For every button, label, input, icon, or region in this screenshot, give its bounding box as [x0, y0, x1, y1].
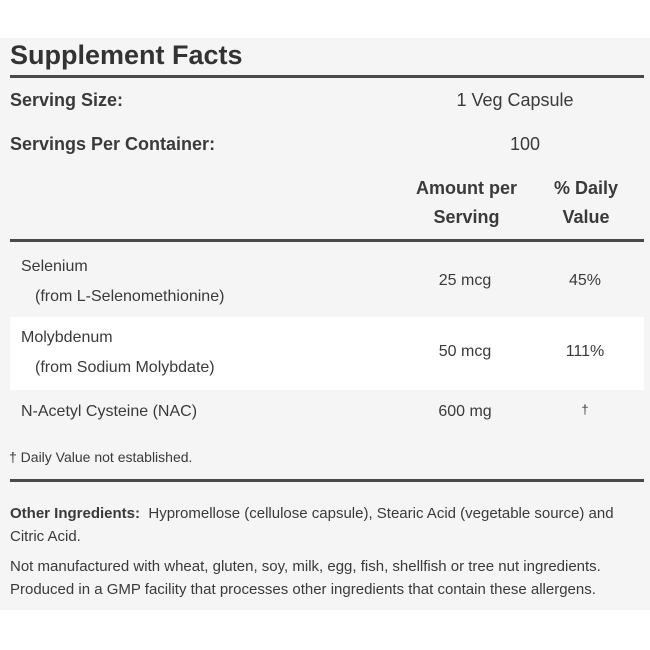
dv-header-line1: % Daily [553, 178, 619, 198]
nutrient-daily-value: 111% [565, 343, 605, 360]
amount-per-serving-header: Amount per Serving [400, 174, 533, 232]
nutrient-source: (from L-Selenomethionine) [35, 288, 225, 305]
table-row: N-Acetyl Cysteine (NAC) 600 mg † [10, 390, 644, 436]
table-row: Molybdenum (from Sodium Molybdate) 50 mc… [10, 317, 644, 390]
nutrient-source: (from Sodium Molybdate) [35, 359, 215, 376]
footer-divider [10, 479, 644, 482]
amount-header-line2: Serving [433, 207, 500, 227]
nutrient-daily-value: 45% [568, 272, 602, 289]
title-divider [10, 75, 644, 78]
amount-header-line1: Amount per [416, 178, 517, 198]
other-ingredients-label: Other Ingredients: [10, 505, 141, 522]
nutrient-name: N-Acetyl Cysteine (NAC) [21, 403, 198, 420]
nutrient-amount: 600 mg [438, 403, 492, 420]
header-divider [10, 239, 644, 242]
table-row: Selenium (from L-Selenomethionine) 25 mc… [10, 242, 644, 317]
nutrient-daily-value: † [581, 402, 589, 417]
daily-value-header: % Daily Value [538, 174, 634, 232]
nutrient-amount: 25 mcg [438, 272, 492, 289]
nutrient-amount: 50 mcg [438, 343, 492, 360]
daily-value-footnote: † Daily Value not established. [9, 449, 193, 465]
allergen-notice: Not manufactured with wheat, gluten, soy… [10, 558, 601, 598]
dv-header-line2: Value [562, 207, 610, 227]
supplement-facts-panel: Supplement Facts Serving Size: 1 Veg Cap… [0, 38, 650, 610]
serving-size-label: Serving Size: [10, 90, 124, 110]
nutrient-name: Molybdenum [21, 329, 113, 346]
other-ingredients-text: Hypromellose (cellulose capsule), Steari… [10, 505, 614, 545]
other-ingredients: Other Ingredients: Hypromellose (cellulo… [10, 502, 644, 548]
nutrient-name: Selenium [21, 258, 88, 275]
servings-per-container-value: 100 [509, 134, 541, 154]
servings-per-container-label: Servings Per Container: [10, 134, 216, 154]
serving-size-value: 1 Veg Capsule [456, 90, 574, 110]
page-title: Supplement Facts [10, 40, 243, 70]
